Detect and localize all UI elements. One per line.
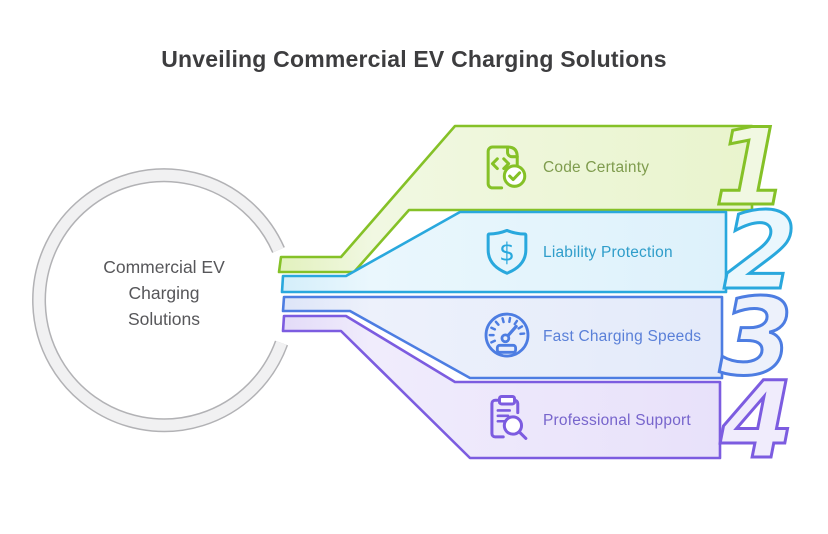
item-number-4: 4: [719, 358, 796, 482]
svg-text:$: $: [499, 238, 515, 267]
ribbon-1: [277, 124, 754, 274]
clipboard-search-icon: [479, 390, 535, 446]
hub-label-line: Charging: [128, 283, 200, 303]
speedometer-icon: [479, 306, 535, 362]
hub-label-line: Commercial EV: [103, 257, 225, 277]
ribbon-2: [280, 210, 728, 294]
item-label-2: Liability Protection: [543, 244, 673, 261]
code-file-check-icon: [479, 140, 535, 196]
item-number-2: 2: [722, 189, 799, 313]
page-title: Unveiling Commercial EV Charging Solutio…: [161, 46, 667, 72]
hub-label-line: Solutions: [128, 309, 200, 329]
item-label-4: Professional Support: [543, 412, 691, 429]
hub-ring: [33, 169, 287, 431]
shield-dollar-icon: $: [479, 224, 535, 280]
item-label-1: Code Certainty: [543, 159, 650, 176]
item-number-1: 1: [713, 106, 790, 229]
ribbon-4: [281, 314, 722, 460]
item-number-3: 3: [718, 275, 795, 399]
hub-label: Commercial EV Charging Solutions: [64, 254, 264, 332]
item-label-3: Fast Charging Speeds: [543, 328, 702, 345]
